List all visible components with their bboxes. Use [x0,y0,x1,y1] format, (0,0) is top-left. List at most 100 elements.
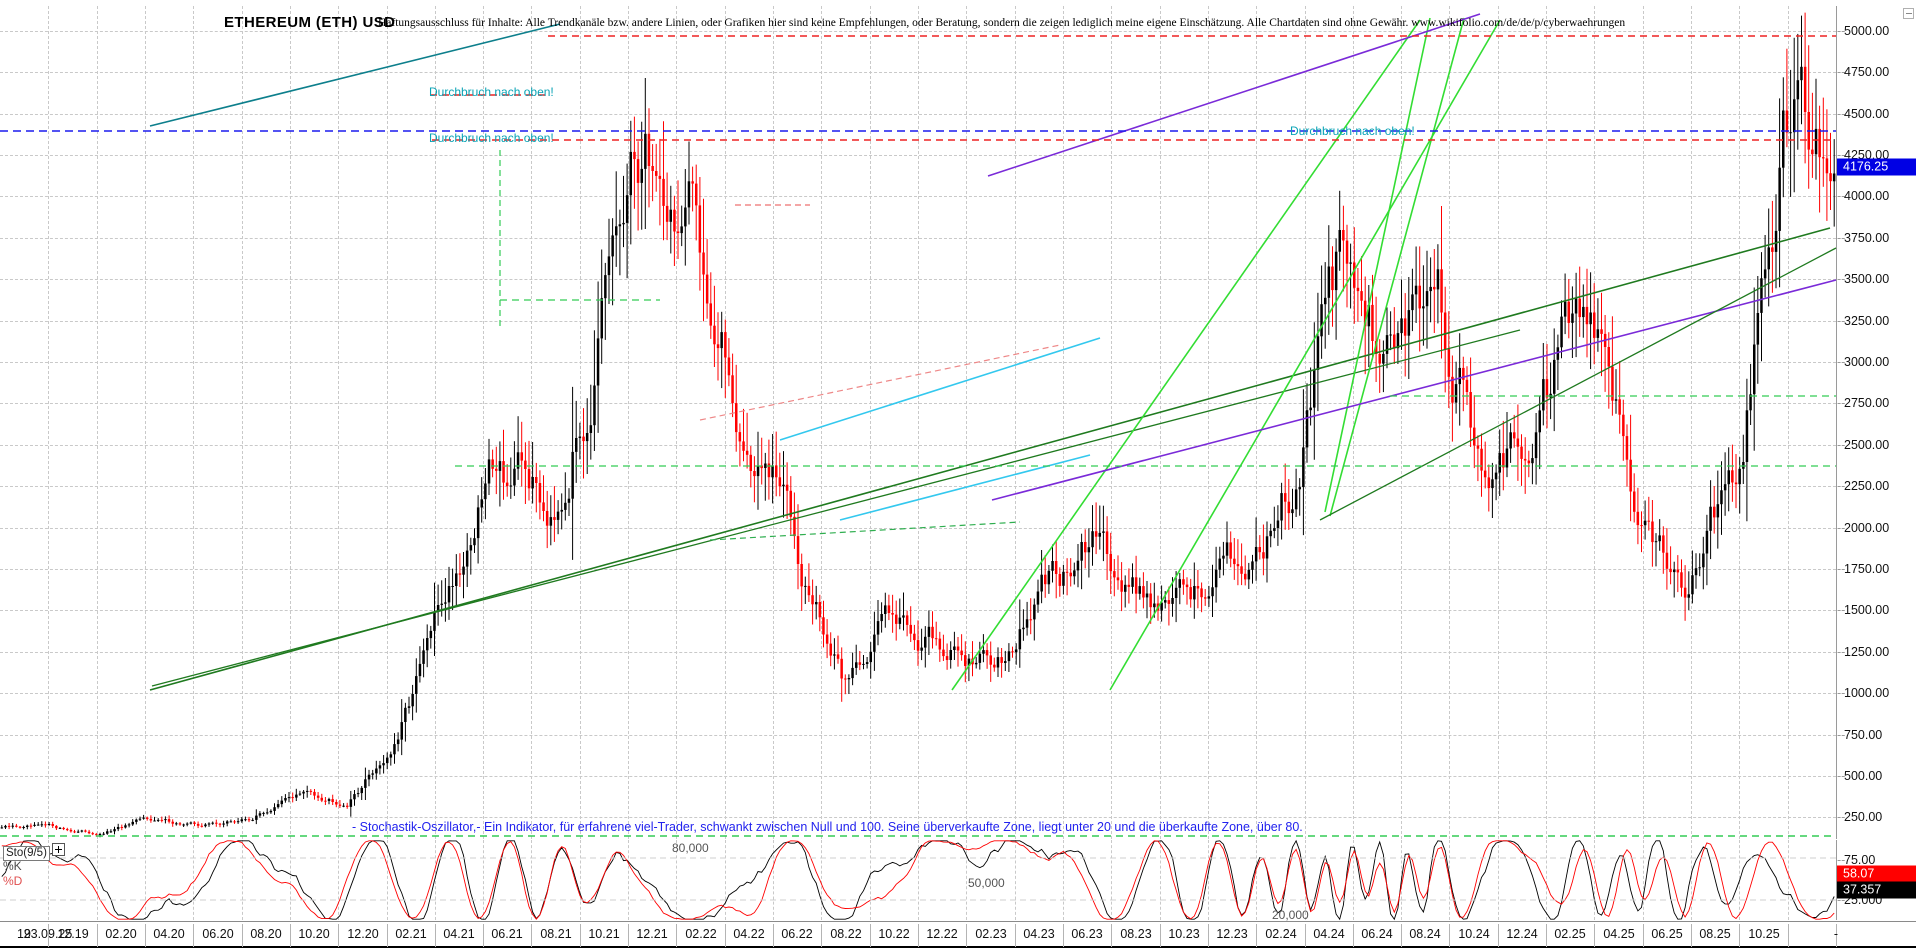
time-axis-label: 06.23 [1071,927,1103,941]
time-axis-label: 04.20 [153,927,185,941]
time-axis-separator [1208,924,1209,947]
time-axis-label: 02.24 [1265,927,1297,941]
price-axis-tick: --500.00 [1837,769,1883,784]
tick-dash: -- [1837,313,1846,328]
price-axis-tick: --2750.00 [1837,396,1890,411]
time-axis-label: 02.20 [105,927,137,941]
tick-dash: -- [1837,769,1846,784]
tick-dash: -- [1837,437,1846,452]
tick-dash: -- [1837,520,1846,535]
tick-dash: -- [1837,686,1846,701]
time-axis-separator [1546,924,1547,947]
time-axis-separator [97,924,98,947]
tick-dash: -- [1837,148,1846,163]
time-axis-separator [145,924,146,947]
time-axis-label: 12.22 [926,927,958,941]
time-axis-label: 12.19 [57,927,89,941]
time-axis-separator [725,924,726,947]
oscillator-trace [1,840,1835,920]
time-axis-label: 06.22 [781,927,813,941]
tick-dash: -- [1837,893,1846,907]
time-axis[interactable]: 23.09.25 19 12.19 02.20 04.20 06.20 08.20 10.20… [0,921,1916,948]
tick-dash: -- [1837,853,1846,867]
price-axis-tick: --4500.00 [1837,106,1890,121]
time-axis-label: 06.21 [491,927,523,941]
price-axis-tick: --1750.00 [1837,562,1890,577]
tick-dash: -- [1837,230,1846,245]
time-axis-label: 06.25 [1651,927,1683,941]
oscillator-trace [1,839,1835,921]
price-axis-tick: --2250.00 [1837,479,1890,494]
tick-dash: -- [1837,355,1846,370]
time-axis-label: 10.25 [1748,927,1780,941]
oscillator-axis[interactable]: --75.00 --25.000 58.07 37.357 [1836,840,1916,920]
time-axis-label: 12.24 [1506,927,1538,941]
time-axis-separator [1160,924,1161,947]
tick-dash: -- [1837,65,1846,80]
price-axis-tick: --4750.00 [1837,65,1890,80]
time-axis-separator [338,924,339,947]
tick-dash: -- [1837,106,1846,121]
time-axis-separator [1739,924,1740,947]
time-axis-label: 08.24 [1409,927,1441,941]
price-axis-tick: --2000.00 [1837,520,1890,535]
annotation-breakout-3: Durchbruch nach oben! [1290,124,1415,138]
oscillator-level-80: 80,000 [672,841,709,855]
tick-dash: -- [1837,810,1846,825]
time-axis-label: 10.23 [1168,927,1200,941]
time-axis-separator [580,924,581,947]
time-axis-label: 10.24 [1458,927,1490,941]
time-axis-separator [193,924,194,947]
oscillator-k-label: %K [3,859,22,873]
price-axis-tick: --2500.00 [1837,437,1890,452]
price-axis-tick: --5000.00 [1837,23,1890,38]
price-axis-tick: --3250.00 [1837,313,1890,328]
tick-dash: -- [1837,272,1846,287]
time-axis-separator [628,924,629,947]
time-axis-label: 06.20 [202,927,234,941]
time-axis-separator [483,924,484,947]
time-axis-separator [387,924,388,947]
time-axis-label: 08.23 [1120,927,1152,941]
time-axis-separator [1256,924,1257,947]
tick-dash: -- [1837,189,1846,204]
price-axis-tick: --750.00 [1837,727,1883,742]
time-axis-label: 02.21 [395,927,427,941]
time-axis-label: 12.23 [1216,927,1248,941]
time-axis-separator [1353,924,1354,947]
time-axis-label: 04.23 [1023,927,1055,941]
time-axis-label: 04.24 [1313,927,1345,941]
time-axis-label: 04.21 [443,927,475,941]
time-axis-separator [676,924,677,947]
oscillator-legend[interactable]: Sto(9/5) [3,843,65,861]
collapse-icon[interactable] [1903,8,1914,19]
time-axis-label: 02.22 [685,927,717,941]
time-axis-separator [531,924,532,947]
time-axis-separator [870,924,871,947]
time-axis-separator [1643,924,1644,947]
time-axis-separator [966,924,967,947]
price-axis-tick: --3750.00 [1837,230,1890,245]
expand-icon[interactable] [51,843,65,856]
price-axis-tick: --1500.00 [1837,603,1890,618]
price-axis-tick: --1000.00 [1837,686,1890,701]
time-axis-separator [821,924,822,947]
time-axis-separator [1305,924,1306,947]
time-axis-separator [1788,924,1789,947]
price-axis-tick: --3500.00 [1837,272,1890,287]
time-axis-separator [1594,924,1595,947]
oscillator-level-50: 50,000 [968,876,1005,890]
time-axis-separator [242,924,243,947]
time-axis-separator [48,924,49,947]
tick-dash: -- [1837,603,1846,618]
time-axis-label: - [1833,927,1839,941]
oscillator-d-badge: 37.357 [1837,881,1916,899]
oscillator-name[interactable]: Sto(9/5) [3,846,50,861]
time-axis-label: 06.24 [1361,927,1393,941]
time-axis-label: 12.21 [636,927,668,941]
annotation-stochastic-explainer: - Stochastik-Oszillator,- Ein Indikator,… [352,820,1303,834]
price-axis[interactable]: --5000.00 --4750.00 --4500.00 --4250.00 --40… [1836,6,1916,839]
time-axis-label: 04.25 [1603,927,1635,941]
